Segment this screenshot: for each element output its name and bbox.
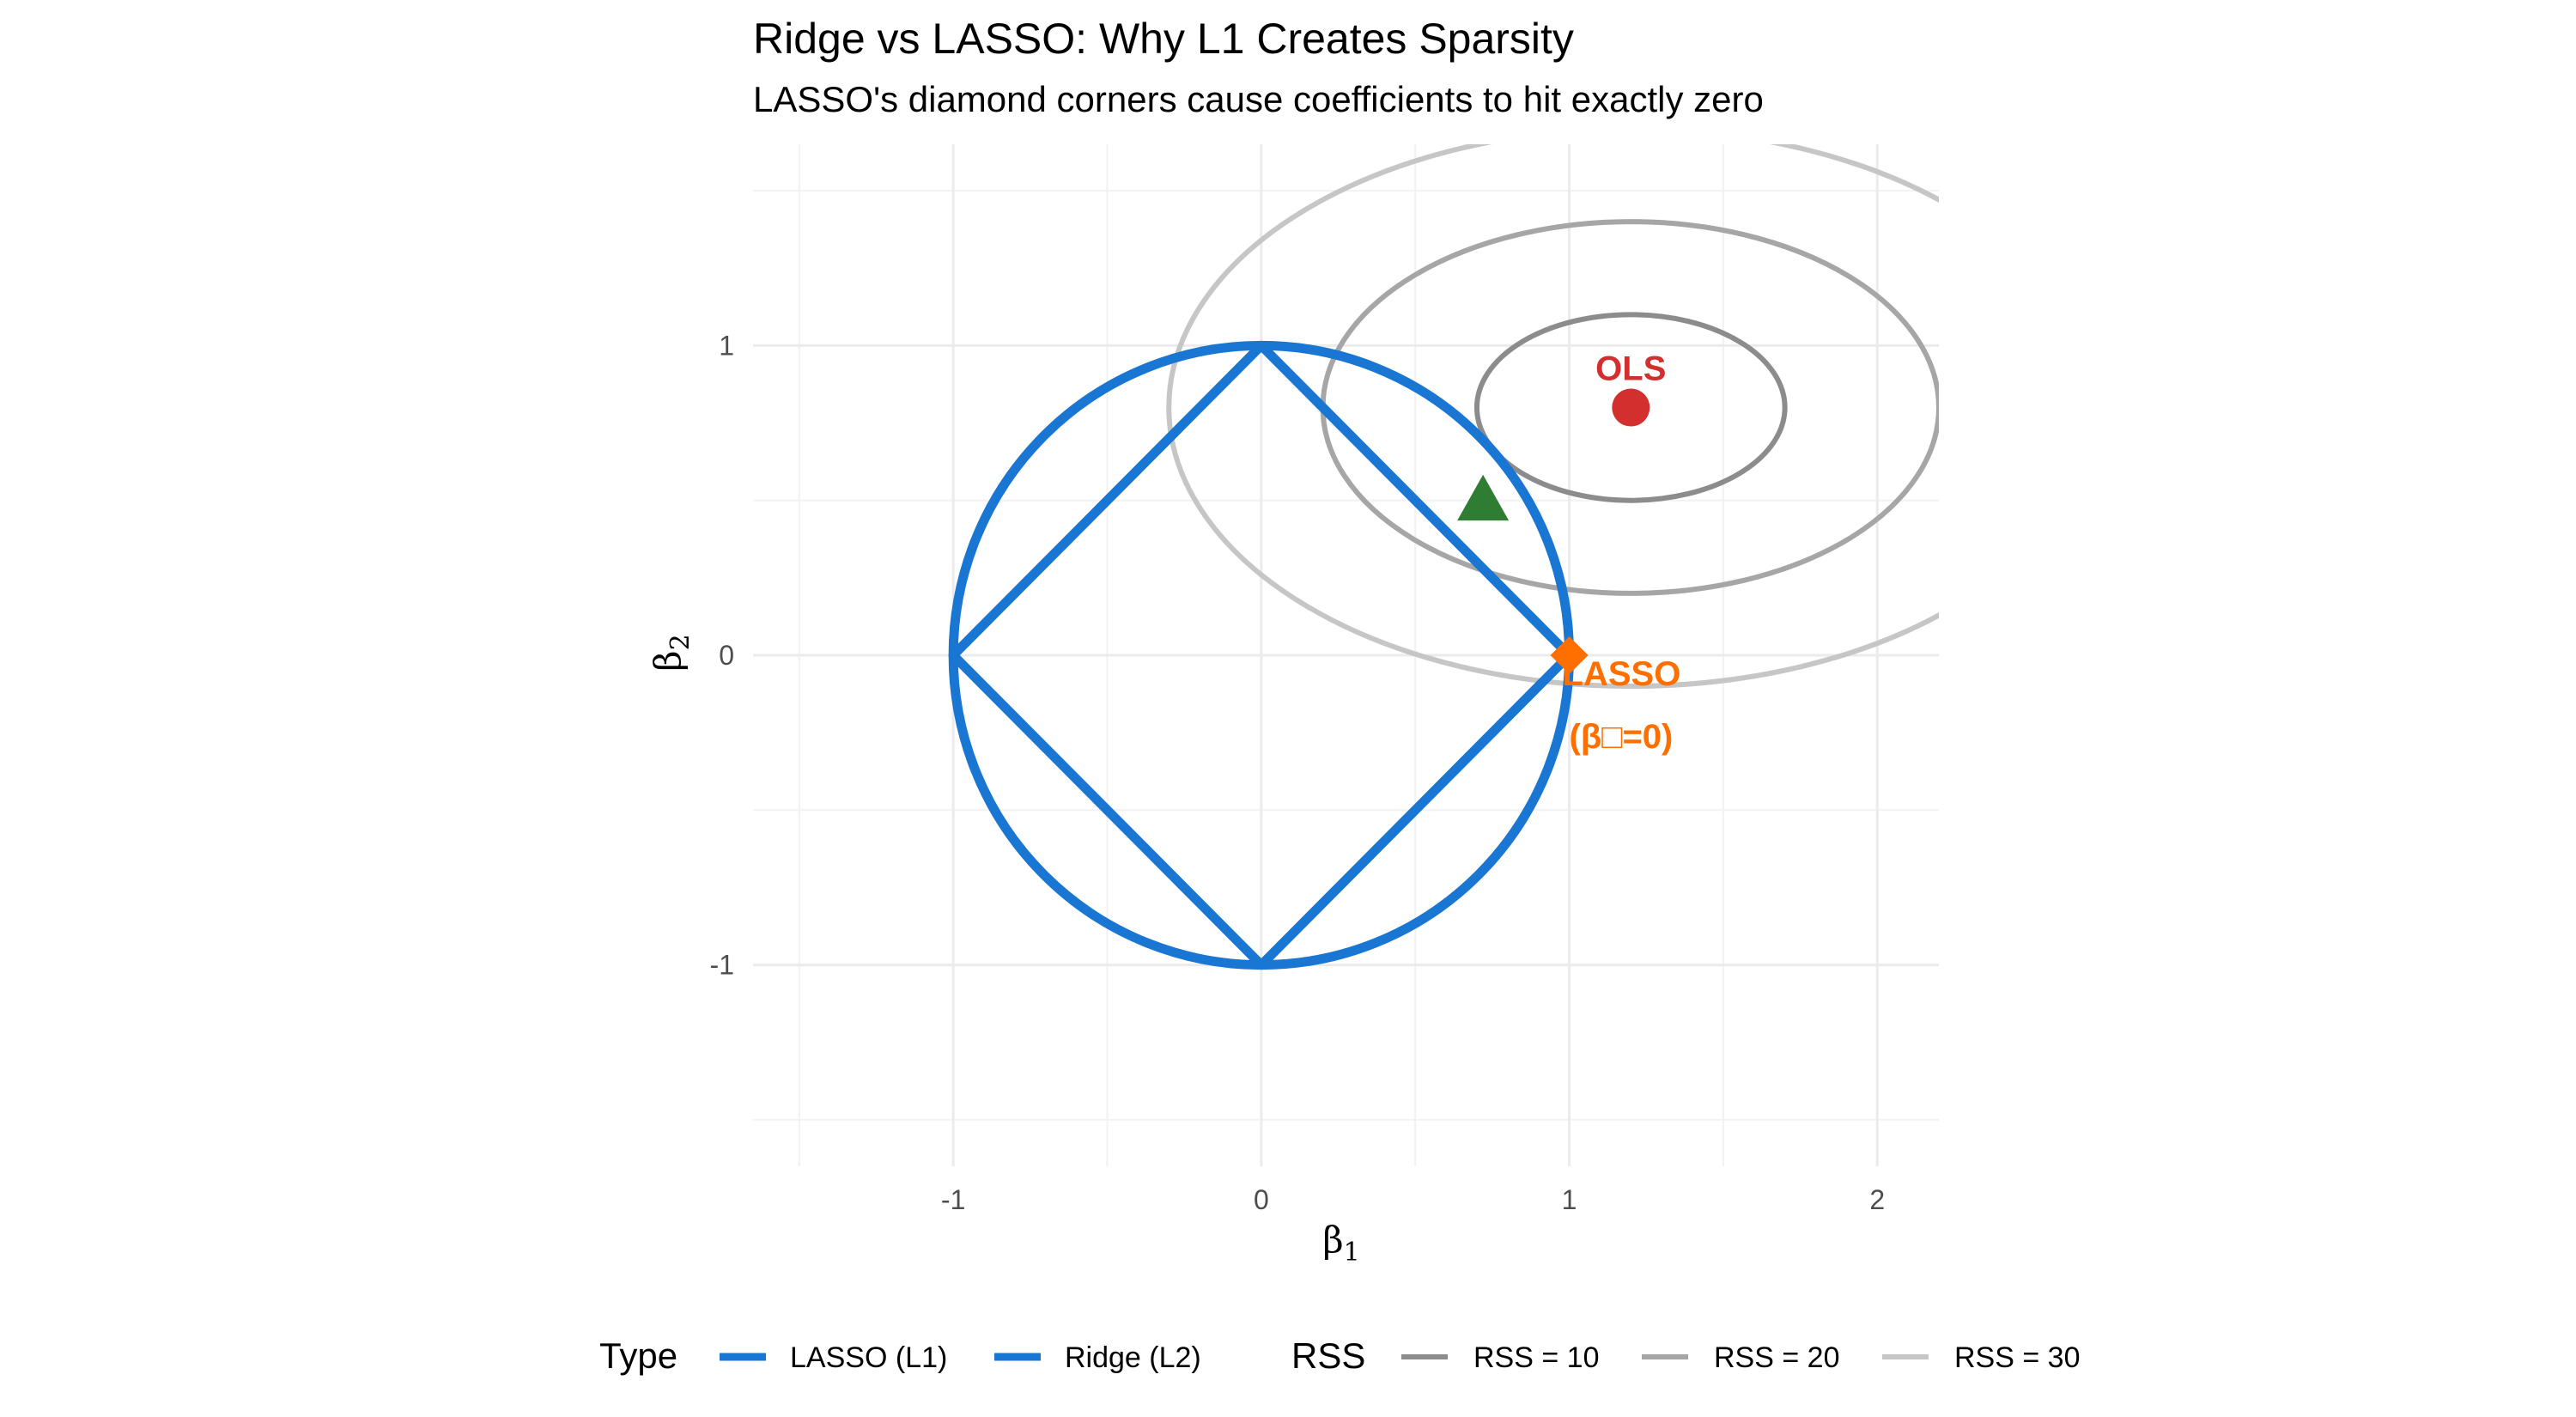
legend-title-type: Type	[599, 1335, 677, 1376]
chart-title: Ridge vs LASSO: Why L1 Creates Sparsity	[753, 15, 1574, 63]
legend-label-ridge: Ridge (L2)	[1065, 1341, 1201, 1374]
legend-label-rss10: RSS = 10	[1473, 1341, 1599, 1374]
x-tick-label: 1	[1562, 1184, 1577, 1215]
x-axis-title-sub: 1	[1344, 1238, 1360, 1268]
legend-label-rss20: RSS = 20	[1714, 1341, 1839, 1374]
lasso-label-sub: (β□=0)	[1570, 718, 1674, 756]
legend: Type LASSO (L1) Ridge (L2) RSS RSS = 10 …	[599, 1335, 2080, 1376]
rss-contour-10	[1473, 312, 1788, 503]
ridge-solution-point	[1457, 474, 1510, 521]
x-axis-title: β1	[1322, 1219, 1359, 1268]
chart-subtitle: LASSO's diamond corners cause coefficien…	[753, 79, 1764, 119]
x-tick-label: 0	[1254, 1184, 1269, 1215]
y-tick-label: -1	[710, 950, 734, 981]
x-tick-label: -1	[941, 1184, 965, 1215]
y-tick-label: 1	[719, 330, 734, 361]
legend-title-rss: RSS	[1291, 1335, 1365, 1376]
x-tick-label: 2	[1869, 1184, 1885, 1215]
axis-ticks: -1 0 1 2 -1 0 1	[710, 330, 1886, 1215]
y-axis-title-sub: 2	[665, 634, 696, 650]
legend-label-rss30: RSS = 30	[1954, 1341, 2080, 1374]
rss-contour-30	[1166, 144, 1939, 689]
grid-major	[753, 144, 1939, 1166]
solution-points: OLS LASSO (β□=0)	[1457, 350, 1680, 756]
lasso-label: LASSO	[1563, 655, 1681, 693]
y-axis-title-main: β	[647, 650, 689, 671]
ols-point	[1612, 388, 1650, 427]
y-axis-title-group: β2	[647, 634, 696, 671]
ols-label: OLS	[1595, 350, 1666, 388]
y-axis-title: β2	[647, 634, 696, 671]
grid-minor	[753, 144, 1939, 1166]
y-tick-label: 0	[719, 640, 734, 671]
legend-label-lasso: LASSO (L1)	[790, 1341, 947, 1374]
lasso-solution-point	[1550, 636, 1589, 674]
x-axis-title-main: β	[1322, 1219, 1343, 1261]
